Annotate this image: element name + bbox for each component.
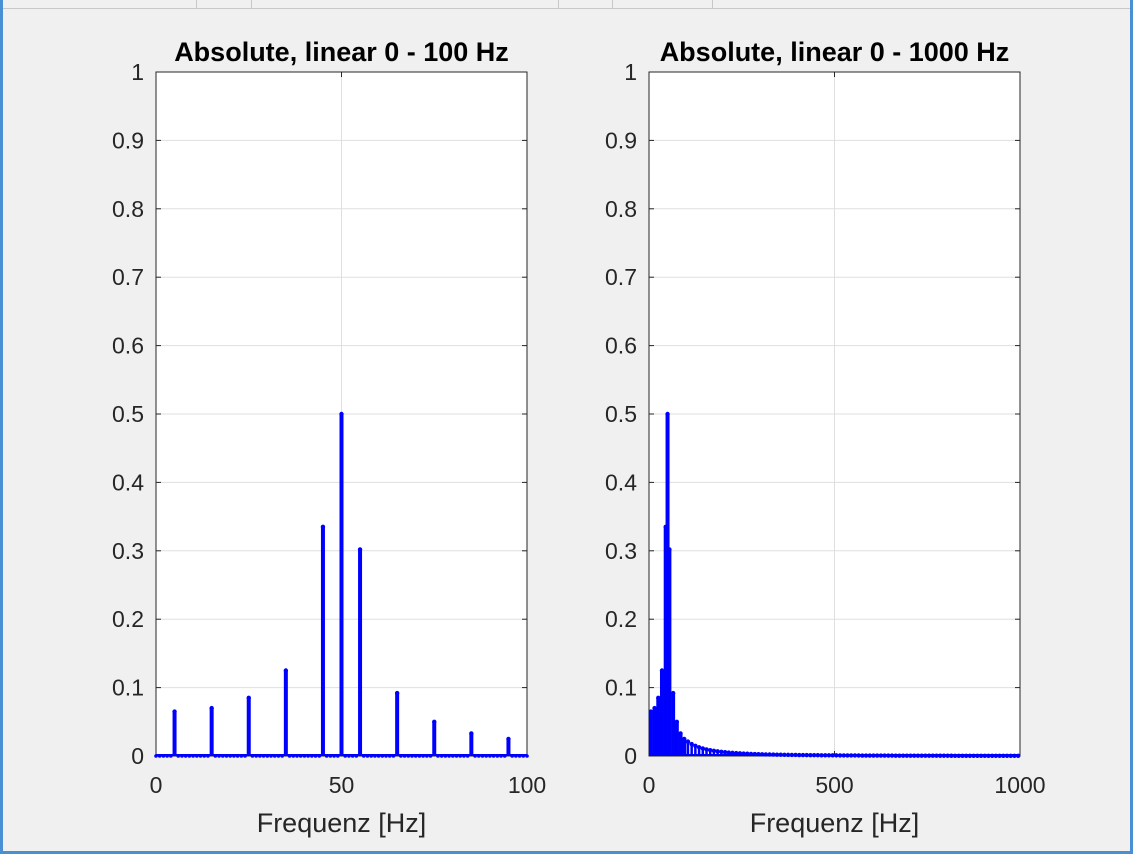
y-tick-label: 0.1	[605, 675, 637, 701]
stem-marker	[283, 668, 289, 673]
axes-2: 0 0.1 0.2 0.3 0.4 0.5 0.6 0.7 0.8 0.9 1 0 500 1000 Abs…	[605, 37, 1046, 838]
stem-marker	[320, 524, 326, 530]
x-tick-label: 100	[508, 772, 546, 798]
y-tick-label: 0.4	[112, 469, 144, 495]
stem-marker	[678, 731, 683, 736]
stem-marker	[652, 705, 657, 711]
stem-marker	[689, 741, 694, 747]
stem-marker	[656, 695, 661, 701]
toolbar-separator	[712, 0, 713, 8]
axes-1: 0 0.1 0.2 0.3 0.4 0.5 0.6 0.7 0.8 0.9 1 0 50 100 Absol…	[112, 37, 546, 838]
stem-marker	[708, 747, 713, 753]
y-tick-label: 0.5	[112, 401, 144, 427]
stem-marker	[700, 746, 705, 751]
y-tick-label: 0.7	[112, 264, 144, 290]
y-tick-label: 1	[131, 59, 144, 85]
chart-title: Absolute, linear 0 - 1000 Hz	[660, 37, 1010, 67]
y-tick-label: 0.4	[605, 469, 637, 495]
y-tick-label: 0	[131, 743, 144, 769]
y-tick-label: 0	[624, 743, 637, 769]
stem-marker	[339, 411, 344, 417]
stem-marker	[667, 547, 672, 552]
y-tick-label: 0.3	[112, 538, 144, 564]
toolbar-separator	[558, 0, 559, 8]
stem-marker	[696, 745, 702, 750]
stem-marker	[715, 749, 720, 754]
toolbar-strip	[3, 0, 1130, 9]
y-tick-label: 0.6	[112, 333, 144, 359]
stem-marker	[648, 709, 654, 714]
stem-marker	[506, 736, 511, 742]
stem-marker	[357, 547, 363, 552]
figure-canvas: 00.10.20.30.40.50.60.70.80.910 50 100Absol…	[112, 37, 1046, 838]
y-tick-label: 0.9	[605, 127, 637, 153]
stem-marker	[469, 731, 474, 736]
y-tick-label: 0.2	[605, 606, 637, 632]
stem-marker	[704, 747, 709, 752]
y-tick-label: 0.5	[605, 401, 637, 427]
y-tick-label: 0.8	[112, 196, 144, 222]
x-tick-label: 500	[815, 772, 853, 798]
x-axis-label: Frequenz [Hz]	[257, 808, 427, 838]
toolbar-separator	[612, 0, 613, 8]
stem-marker	[693, 743, 698, 749]
y-tick-label: 0.9	[112, 127, 144, 153]
x-tick-label: 1000	[994, 772, 1045, 798]
y-tick-label: 0.1	[112, 675, 144, 701]
y-tick-label: 0.3	[605, 538, 637, 564]
stem-series	[154, 411, 529, 758]
x-tick-label: 0	[643, 772, 656, 798]
toolbar-separator	[196, 0, 197, 8]
x-axis-label: Frequenz [Hz]	[750, 808, 920, 838]
toolbar-separator	[251, 0, 252, 8]
stem-marker	[432, 719, 437, 724]
stem-marker	[659, 668, 665, 673]
stem-series	[648, 411, 1021, 759]
y-tick-label: 0.2	[112, 606, 144, 632]
stem-marker	[726, 750, 731, 755]
y-tick-label: 1	[624, 59, 637, 85]
stem-marker	[719, 749, 724, 755]
x-tick-label: 0	[150, 772, 163, 798]
stem-marker	[172, 709, 177, 714]
stem-marker	[246, 695, 251, 701]
stem-marker	[209, 705, 214, 711]
stem-marker	[394, 690, 400, 696]
x-tick-label: 50	[329, 772, 355, 798]
stem-marker	[711, 748, 717, 754]
stem-marker	[685, 739, 691, 744]
stem-marker	[665, 411, 670, 417]
y-tick-label: 0.7	[605, 264, 637, 290]
stem-marker	[730, 750, 735, 756]
stem-marker	[682, 736, 687, 742]
stem-marker	[670, 690, 676, 696]
y-tick-label: 0.6	[605, 333, 637, 359]
chart-title: Absolute, linear 0 - 100 Hz	[174, 37, 509, 67]
stem-marker	[674, 719, 680, 724]
y-tick-label: 0.8	[605, 196, 637, 222]
stem-marker	[722, 750, 728, 755]
